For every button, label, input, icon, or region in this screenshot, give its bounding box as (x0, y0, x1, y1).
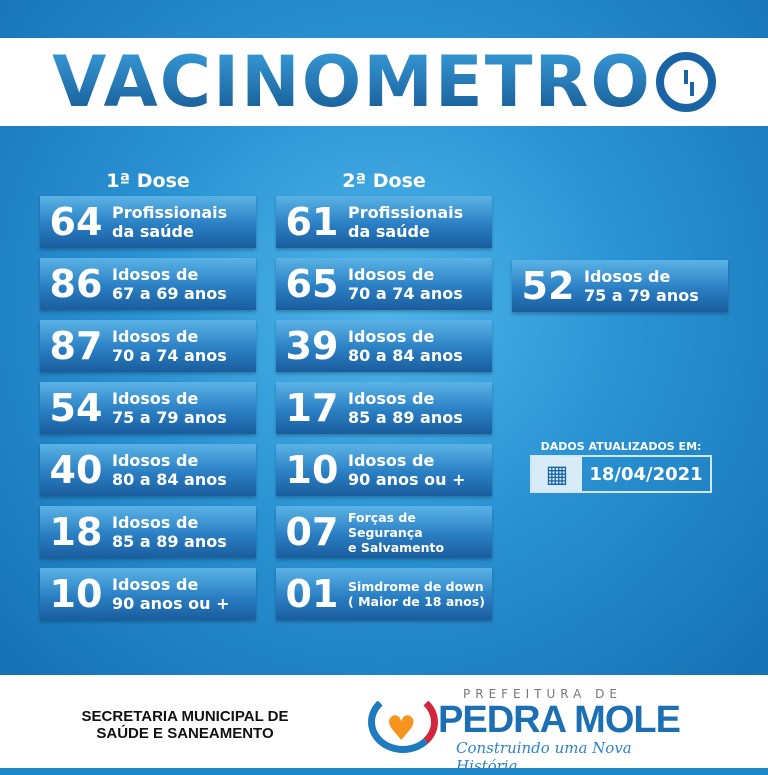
stat-label: Profissionais da saúde (112, 203, 228, 241)
stat-label: Idosos de 80 a 84 anos (348, 327, 463, 365)
logo-emblem (368, 691, 438, 753)
stat-card: 65 Idosos de 70 a 74 anos (276, 258, 492, 310)
stat-value: 54 (49, 386, 103, 430)
stat-value: 18 (49, 510, 103, 554)
stat-card: 18 Idosos de 85 a 89 anos (40, 506, 256, 558)
update-date-box: ▦ 18/04/2021 (530, 455, 712, 493)
stat-value: 86 (49, 262, 103, 306)
stat-card: 39 Idosos de 80 a 84 anos (276, 320, 492, 372)
stat-value: 87 (49, 324, 103, 368)
clock-icon (655, 52, 716, 112)
update-label: DADOS ATUALIZADOS EM: (540, 440, 702, 453)
stat-label: Idosos de 70 a 74 anos (112, 327, 227, 365)
stat-label: Idosos de 75 a 79 anos (584, 267, 699, 305)
stat-value: 64 (49, 200, 103, 244)
stat-card: 40 Idosos de 80 a 84 anos (40, 444, 256, 496)
stat-value: 39 (285, 324, 339, 368)
stat-label: Forças de Segurança e Salvamento (348, 509, 445, 555)
update-date: 18/04/2021 (589, 463, 703, 485)
stat-label: Idosos de 90 anos ou + (112, 575, 230, 613)
stat-label: Profissionais da saúde (348, 203, 464, 241)
heart-icon: ♥ (386, 709, 417, 749)
stat-label: Idosos de 90 anos ou + (348, 451, 466, 489)
secretaria-name: SECRETARIA MUNICIPAL DE SAÚDE E SANEAMENT… (81, 708, 289, 742)
stat-value: 10 (285, 448, 339, 492)
stat-label: Idosos de 85 a 89 anos (112, 513, 227, 551)
stat-card: 61 Profissionais da saúde (276, 196, 492, 248)
stat-value: 01 (285, 572, 339, 616)
stat-card: 86 Idosos de 67 a 69 anos (40, 258, 256, 310)
stat-card: 10 Idosos de 90 anos ou + (276, 444, 492, 496)
stat-label: Idosos de 80 a 84 anos (112, 451, 227, 489)
calendar-icon: ▦ (532, 457, 582, 491)
stat-card: 52 Idosos de 75 a 79 anos (512, 260, 728, 312)
stat-value: 65 (285, 262, 339, 306)
stat-label: Idosos de 75 a 79 anos (112, 389, 227, 427)
stat-label: Simdrome de down( Maior de 18 anos) (348, 579, 485, 609)
stat-card: 01 Simdrome de down( Maior de 18 anos) (276, 568, 492, 620)
column-header-dose2: 2ª Dose (342, 170, 426, 192)
column-header-dose1: 1ª Dose (106, 170, 190, 192)
stat-card: 54 Idosos de 75 a 79 anos (40, 382, 256, 434)
stat-value: 40 (49, 448, 103, 492)
title-banner: VACINOMETRO (0, 38, 768, 126)
stat-value: 17 (285, 386, 339, 430)
stat-card: 07 Forças de Segurança e Salvamento (276, 506, 492, 558)
page-title: VACINOMETRO (52, 41, 652, 123)
prefeitura-logo: ♥ PREFEITURA DE PEDRA MOLE Construindo u… (368, 685, 698, 775)
stat-card: 10 Idosos de 90 anos ou + (40, 568, 256, 620)
stat-card: 87 Idosos de 70 a 74 anos (40, 320, 256, 372)
stat-value: 61 (285, 200, 339, 244)
footer: SECRETARIA MUNICIPAL DE SAÚDE E SANEAMENT… (0, 675, 768, 775)
stat-card: 64 Profissionais da saúde (40, 196, 256, 248)
stat-label: Idosos de 85 a 89 anos (348, 389, 463, 427)
stat-value: 52 (521, 264, 575, 308)
stat-label: Idosos de 67 a 69 anos (112, 265, 227, 303)
stat-card: 17 Idosos de 85 a 89 anos (276, 382, 492, 434)
stat-label: Idosos de 70 a 74 anos (348, 265, 463, 303)
stat-value: 10 (49, 572, 103, 616)
stat-value: 07 (285, 510, 339, 554)
